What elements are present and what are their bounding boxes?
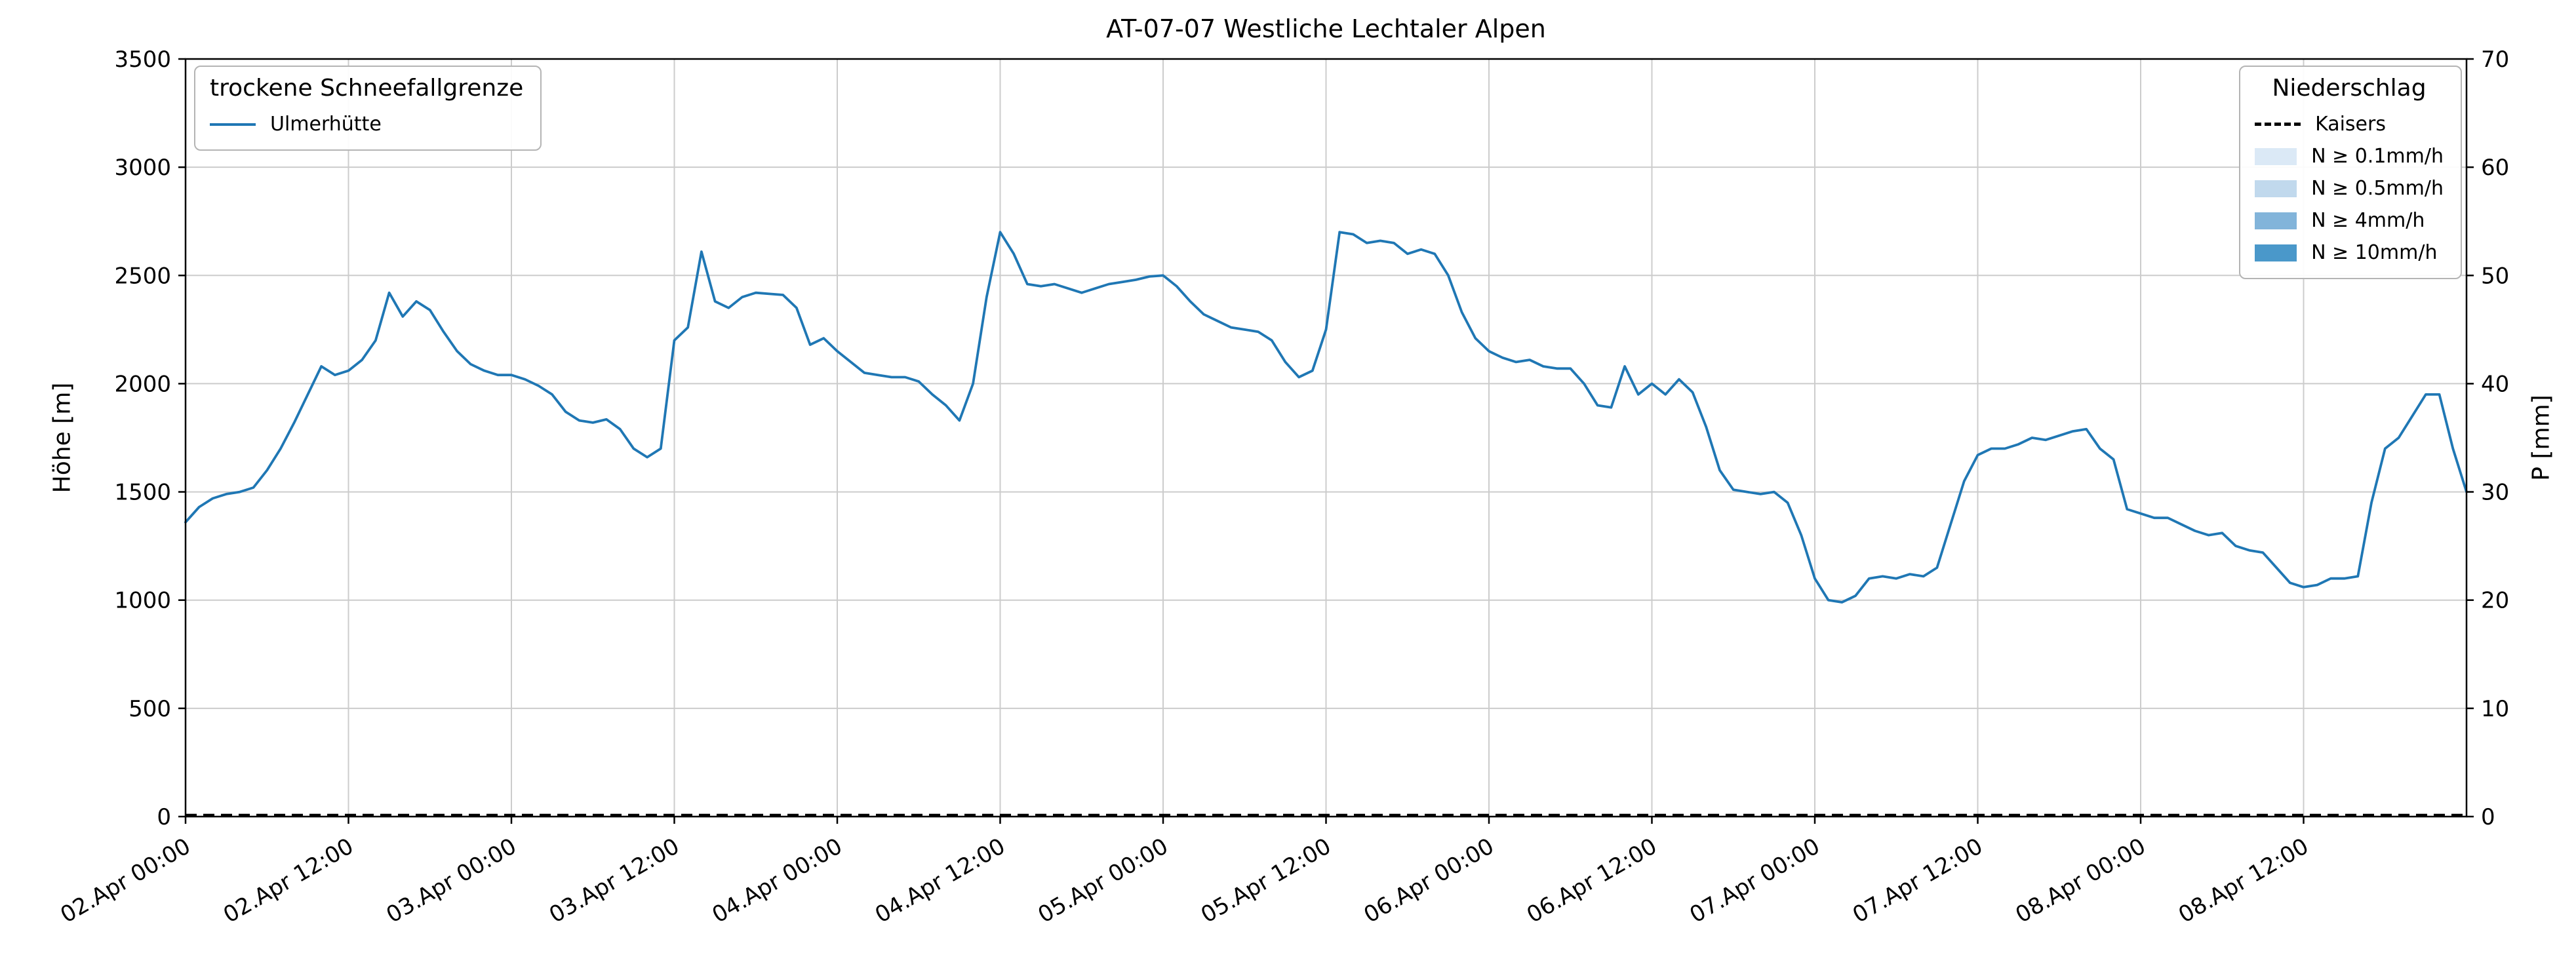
y-tick-label-left: 0 (157, 804, 171, 830)
x-tick-label: 07.Apr 12:00 (1848, 833, 1987, 928)
legend-item-label: Ulmerhütte (270, 113, 382, 136)
y-axis-label-left: Höhe [m] (49, 382, 76, 493)
legend-item-label: N ≥ 0.5mm/h (2311, 177, 2444, 200)
x-tick-label: 04.Apr 12:00 (871, 833, 1010, 928)
precip-patch-icon (2255, 180, 2297, 197)
x-tick-label: 07.Apr 00:00 (1686, 833, 1825, 928)
x-tick-label: 05.Apr 00:00 (1034, 833, 1173, 928)
legend-precip-title: Niederschlag (2272, 75, 2427, 102)
y-tick-label-left: 3500 (114, 47, 171, 73)
precip-patch-icon (2255, 147, 2297, 165)
legend-item-precip-level-4: N ≥ 10mm/h (2255, 241, 2444, 264)
y-tick-label-left: 500 (129, 696, 171, 722)
y-tick-label-right: 50 (2481, 263, 2509, 289)
x-tick-label: 06.Apr 12:00 (1522, 833, 1661, 928)
x-tick-label: 04.Apr 00:00 (708, 833, 847, 928)
legend-item-label: Kaisers (2315, 113, 2386, 136)
legend-item-ulmerhuette: Ulmerhütte (210, 113, 523, 136)
x-tick-label: 08.Apr 12:00 (2174, 833, 2313, 928)
dashed-line-sample-icon (2255, 123, 2301, 126)
legend-snowline: trockene Schneefallgrenze Ulmerhütte (194, 66, 542, 151)
y-tick-label-right: 10 (2481, 696, 2509, 722)
y-tick-label-left: 1000 (114, 588, 171, 614)
legend-item-precip-level-1: N ≥ 0.1mm/h (2255, 145, 2444, 168)
chart-title: AT-07-07 Westliche Lechtaler Alpen (1106, 14, 1546, 43)
x-tick-label: 02.Apr 00:00 (56, 833, 195, 928)
x-tick-label: 08.Apr 00:00 (2011, 833, 2150, 928)
legend-precip: Niederschlag Kaisers N ≥ 0.1mm/h N ≥ 0.5… (2239, 66, 2462, 279)
precip-patch-icon (2255, 212, 2297, 229)
x-tick-label: 03.Apr 12:00 (545, 833, 684, 928)
legend-item-label: N ≥ 4mm/h (2311, 209, 2425, 232)
legend-snowline-title: trockene Schneefallgrenze (210, 75, 524, 102)
x-tick-label: 02.Apr 12:00 (219, 833, 358, 928)
y-tick-label-right: 70 (2481, 47, 2509, 73)
legend-item-precip-level-3: N ≥ 4mm/h (2255, 209, 2444, 232)
y-tick-label-left: 1500 (114, 480, 171, 506)
y-tick-label-left: 2000 (114, 371, 171, 397)
y-tick-label-right: 20 (2481, 588, 2509, 614)
y-tick-label-right: 0 (2481, 804, 2495, 830)
y-tick-label-right: 40 (2481, 371, 2509, 397)
y-tick-label-left: 2500 (114, 263, 171, 289)
snowline-series (184, 231, 2468, 604)
snowline-line-sample-icon (210, 123, 256, 126)
y-axis-label-right: P [mm] (2527, 395, 2555, 481)
y-tick-label-left: 3000 (114, 155, 171, 181)
y-tick-label-right: 30 (2481, 480, 2509, 506)
legend-item-label: N ≥ 10mm/h (2311, 241, 2438, 264)
y-tick-label-right: 60 (2481, 155, 2509, 181)
legend-item-label: N ≥ 0.1mm/h (2311, 145, 2444, 168)
precip-patch-icon (2255, 244, 2297, 261)
legend-item-kaisers: Kaisers (2255, 113, 2444, 136)
x-tick-label: 05.Apr 12:00 (1197, 833, 1336, 928)
legend-item-precip-level-2: N ≥ 0.5mm/h (2255, 177, 2444, 200)
x-tick-label: 03.Apr 00:00 (382, 833, 521, 928)
x-tick-label: 06.Apr 00:00 (1360, 833, 1499, 928)
